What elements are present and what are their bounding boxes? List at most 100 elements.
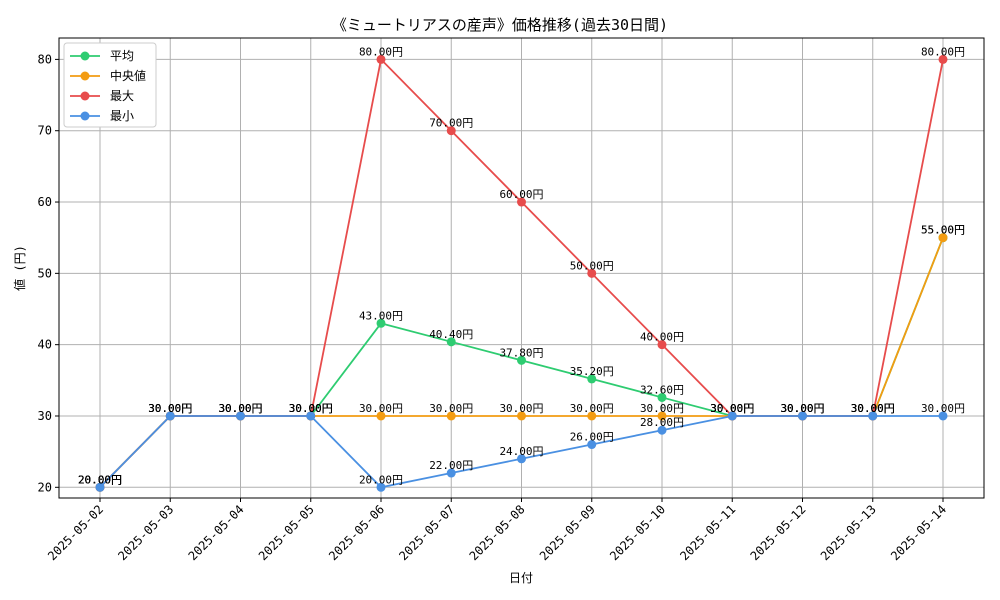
data-label: 32.60円 (640, 383, 684, 396)
data-label: 30.00円 (218, 402, 262, 415)
data-label: 30.00円 (148, 402, 192, 415)
data-label: 30.00円 (921, 402, 965, 415)
x-tick-label: 2025-05-13 (818, 502, 879, 563)
data-point (376, 482, 386, 492)
data-point (657, 340, 667, 350)
data-point (587, 374, 597, 384)
data-label: 40.40円 (429, 328, 473, 341)
chart-title: 《ミュートリアスの産声》価格推移(過去30日間) (332, 16, 668, 34)
legend-label: 最小 (110, 109, 134, 123)
x-axis-ticks: 2025-05-02 2025-05-03 2025-05-04 2025-05-05… (45, 498, 949, 563)
data-label: 24.00円 (499, 445, 543, 458)
y-tick-label: 70 (38, 124, 52, 138)
data-label: 70.00円 (429, 117, 473, 130)
y-axis-label: 値 (円) (12, 245, 27, 291)
y-tick-label: 20 (38, 480, 52, 494)
legend-label: 最大 (110, 89, 134, 103)
data-label: 37.80円 (499, 346, 543, 359)
series-3 (95, 411, 948, 492)
data-point (587, 411, 597, 421)
data-label: 20.00円 (78, 473, 122, 486)
data-point (517, 454, 526, 464)
y-tick-label: 30 (38, 409, 52, 423)
data-label: 30.00円 (289, 402, 333, 415)
data-label: 26.00円 (570, 431, 614, 444)
data-label: 28.00円 (640, 416, 684, 429)
data-label: 43.00円 (359, 309, 403, 322)
data-point (727, 411, 737, 421)
data-label: 30.00円 (710, 402, 754, 415)
data-label: 30.00円 (289, 402, 333, 415)
data-label: 30.00円 (780, 402, 824, 415)
data-label: 80.00円 (359, 45, 403, 58)
legend-label: 中央値 (110, 68, 146, 83)
data-point (868, 411, 878, 421)
data-point (517, 411, 526, 421)
y-axis-ticks: 20 30 40 50 60 70 80 (38, 52, 59, 494)
data-label: 20.00円 (78, 473, 122, 486)
data-label: 30.00円 (148, 402, 192, 415)
data-label: 30.00円 (429, 402, 473, 415)
legend-swatch-marker (80, 91, 90, 101)
legend-item: 平均 (70, 49, 134, 63)
data-label: 30.00円 (640, 402, 684, 415)
data-label: 30.00円 (851, 402, 895, 415)
legend-label: 平均 (110, 49, 134, 63)
x-tick-label: 2025-05-12 (748, 502, 809, 563)
y-tick-label: 80 (38, 52, 52, 66)
data-point (376, 318, 386, 328)
grid (59, 38, 984, 498)
data-label: 30.00円 (851, 402, 895, 415)
data-label: 30.00円 (359, 402, 403, 415)
x-tick-label: 2025-05-07 (396, 502, 457, 563)
data-label: 30.00円 (710, 402, 754, 415)
data-label: 40.00円 (640, 331, 684, 344)
data-point (938, 54, 948, 64)
data-label: 30.00円 (218, 402, 262, 415)
data-point (376, 54, 386, 64)
data-label: 30.00円 (710, 402, 754, 415)
data-point (587, 440, 597, 450)
data-label: 20.00円 (359, 473, 403, 486)
data-label: 30.00円 (289, 402, 333, 415)
data-label: 30.00円 (851, 402, 895, 415)
data-point (587, 268, 597, 278)
x-tick-label: 2025-05-06 (326, 502, 387, 563)
data-point (95, 482, 105, 492)
x-tick-label: 2025-05-05 (256, 502, 317, 563)
data-label: 20.00円 (78, 473, 122, 486)
x-tick-label: 2025-05-11 (677, 502, 738, 563)
data-label: 55.00円 (921, 224, 965, 237)
x-tick-label: 2025-05-09 (537, 502, 598, 563)
data-point (376, 411, 386, 421)
data-label: 30.00円 (780, 402, 824, 415)
legend-swatch-marker (80, 71, 90, 81)
y-tick-label: 50 (38, 266, 52, 280)
legend-item: 中央値 (70, 68, 146, 83)
data-point (306, 411, 316, 421)
data-point (446, 126, 456, 136)
legend-box (63, 42, 157, 128)
data-label: 30.00円 (851, 402, 895, 415)
data-point (236, 411, 245, 421)
x-tick-label: 2025-05-04 (186, 502, 247, 563)
data-point (517, 355, 526, 365)
x-tick-label: 2025-05-02 (45, 502, 106, 563)
legend-item: 最大 (70, 89, 134, 103)
data-label: 30.00円 (499, 402, 543, 415)
data-point (165, 411, 175, 421)
data-label: 30.00円 (710, 402, 754, 415)
data-label: 20.00円 (78, 473, 122, 486)
data-point (938, 233, 948, 243)
data-label: 60.00円 (499, 188, 543, 201)
data-label: 30.00円 (780, 402, 824, 415)
data-labels: 20.00円 30.00円 30.00円 30.00円 43.00円 40.40円 37.8… (78, 45, 965, 486)
x-tick-label: 2025-05-03 (115, 502, 176, 563)
data-point (798, 411, 807, 421)
data-label: 80.00円 (921, 45, 965, 58)
data-label: 55.00円 (921, 224, 965, 237)
legend-swatch-marker (80, 111, 90, 121)
y-tick-label: 60 (38, 195, 52, 209)
data-label: 35.20円 (570, 365, 614, 378)
